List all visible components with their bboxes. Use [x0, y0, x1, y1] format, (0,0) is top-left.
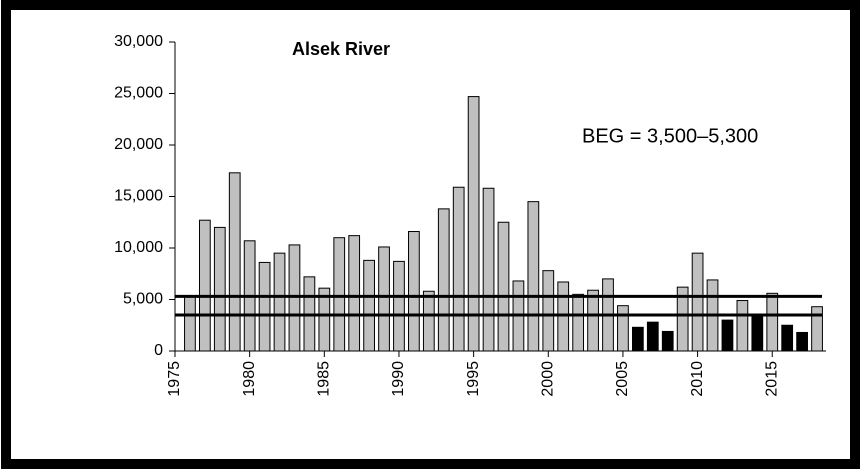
bar	[781, 324, 794, 352]
y-tick-label: 20,000	[114, 136, 163, 153]
bar	[587, 289, 599, 352]
x-tick-label: 2015	[763, 361, 780, 397]
bar	[348, 235, 361, 352]
bar	[198, 219, 211, 352]
y-tick-label: 10,000	[114, 239, 163, 256]
bar	[572, 293, 585, 352]
bar	[766, 292, 779, 352]
bar	[452, 186, 465, 352]
x-tick-label: 1985	[316, 361, 333, 397]
bar	[288, 244, 301, 352]
bar	[482, 187, 495, 352]
bar	[691, 252, 704, 352]
bar	[751, 315, 764, 352]
bar	[273, 252, 286, 352]
bar	[363, 259, 375, 352]
bar	[393, 260, 405, 352]
bar	[811, 306, 823, 352]
x-tick-label: 1990	[390, 361, 407, 397]
bar	[228, 172, 241, 352]
y-tick-label: 5,000	[123, 291, 163, 308]
x-tick-label: 2010	[689, 361, 706, 397]
y-tick-label: 15,000	[114, 188, 163, 205]
x-tick-label: 1995	[465, 361, 482, 397]
bar	[631, 326, 644, 352]
annotation: BEG = 3,500–5,300	[582, 125, 758, 147]
bar	[213, 226, 226, 352]
bar	[646, 321, 659, 352]
y-tick-label: 30,000	[114, 33, 163, 50]
bar	[258, 261, 271, 352]
chart-title: Alsek River	[292, 39, 390, 59]
x-tick-label: 2005	[614, 361, 631, 397]
bar	[527, 201, 540, 352]
y-tick-label: 25,000	[114, 85, 163, 102]
bar	[408, 231, 420, 352]
bar	[437, 208, 450, 352]
bar	[467, 96, 480, 352]
bar	[617, 305, 629, 352]
bar	[736, 300, 749, 352]
bar	[497, 221, 510, 352]
x-tick-label: 2000	[539, 361, 556, 397]
y-tick-label: 0	[154, 342, 163, 359]
bar	[661, 330, 674, 352]
x-tick-label: 1975	[166, 361, 183, 397]
bar	[557, 281, 570, 352]
bar	[422, 290, 435, 352]
x-tick-label: 1980	[241, 361, 258, 397]
bar	[796, 331, 808, 352]
bar	[184, 295, 196, 352]
bar	[721, 319, 734, 352]
bar	[378, 246, 390, 352]
bar	[542, 270, 555, 352]
bar	[333, 237, 346, 352]
